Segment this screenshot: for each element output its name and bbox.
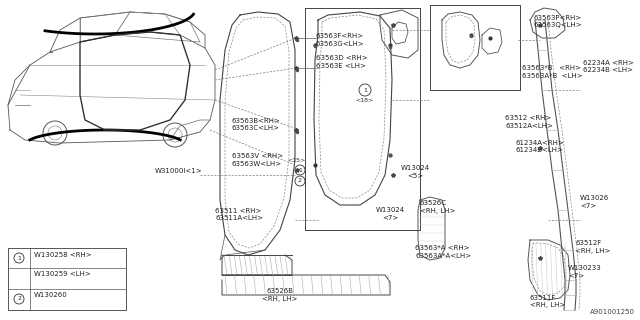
Text: 63563D <RH>
63563E <LH>: 63563D <RH> 63563E <LH> — [316, 55, 367, 68]
Text: 2: 2 — [298, 179, 302, 183]
Text: 63526B: 63526B — [266, 288, 294, 294]
Text: W31000I<1>: W31000I<1> — [155, 168, 203, 174]
Text: <18>: <18> — [356, 98, 374, 103]
Text: 1: 1 — [298, 167, 302, 172]
Text: <7>: <7> — [382, 215, 398, 221]
Text: 63526C
<RH, LH>: 63526C <RH, LH> — [420, 200, 456, 213]
Text: 63511F
<RH, LH>: 63511F <RH, LH> — [530, 295, 565, 308]
Text: 63563P<RH>
63563Q<LH>: 63563P<RH> 63563Q<LH> — [533, 15, 582, 28]
Text: 62234A <RH>
62234B <LH>: 62234A <RH> 62234B <LH> — [583, 60, 634, 74]
Text: W13026
<7>: W13026 <7> — [580, 195, 609, 209]
Text: W13024: W13024 — [376, 207, 404, 213]
Text: <RH, LH>: <RH, LH> — [262, 296, 298, 302]
Text: 63563*A <RH>
63563A*A<LH>: 63563*A <RH> 63563A*A<LH> — [415, 245, 471, 259]
Text: W130233
<7>: W130233 <7> — [568, 265, 602, 278]
Text: 63512F
<RH, LH>: 63512F <RH, LH> — [575, 240, 611, 253]
Text: 63511 <RH>
63511A<LH>: 63511 <RH> 63511A<LH> — [215, 208, 263, 221]
Text: 63512 <RH>
63512A<LH>: 63512 <RH> 63512A<LH> — [505, 115, 553, 129]
Text: A901001250: A901001250 — [590, 309, 635, 315]
Text: 63563V <RH>
63563W<LH>: 63563V <RH> 63563W<LH> — [232, 153, 283, 166]
Text: 61234A<RH>
61234B<LH>: 61234A<RH> 61234B<LH> — [515, 140, 564, 154]
Text: W130258 <RH>: W130258 <RH> — [34, 252, 92, 258]
Text: 63563*B   <RH>
63563A*B  <LH>: 63563*B <RH> 63563A*B <LH> — [522, 65, 582, 78]
Text: W130259 <LH>: W130259 <LH> — [34, 271, 91, 277]
Text: 63563B<RH>
63563C<LH>: 63563B<RH> 63563C<LH> — [232, 118, 281, 132]
Text: 1: 1 — [363, 87, 367, 92]
Text: <15>: <15> — [287, 158, 305, 163]
Text: 1: 1 — [17, 255, 21, 260]
Text: 63563F<RH>
63563G<LH>: 63563F<RH> 63563G<LH> — [316, 33, 365, 46]
Text: 2: 2 — [17, 297, 21, 301]
Text: W130260: W130260 — [34, 292, 68, 298]
Text: W13024
<5>: W13024 <5> — [401, 165, 429, 179]
